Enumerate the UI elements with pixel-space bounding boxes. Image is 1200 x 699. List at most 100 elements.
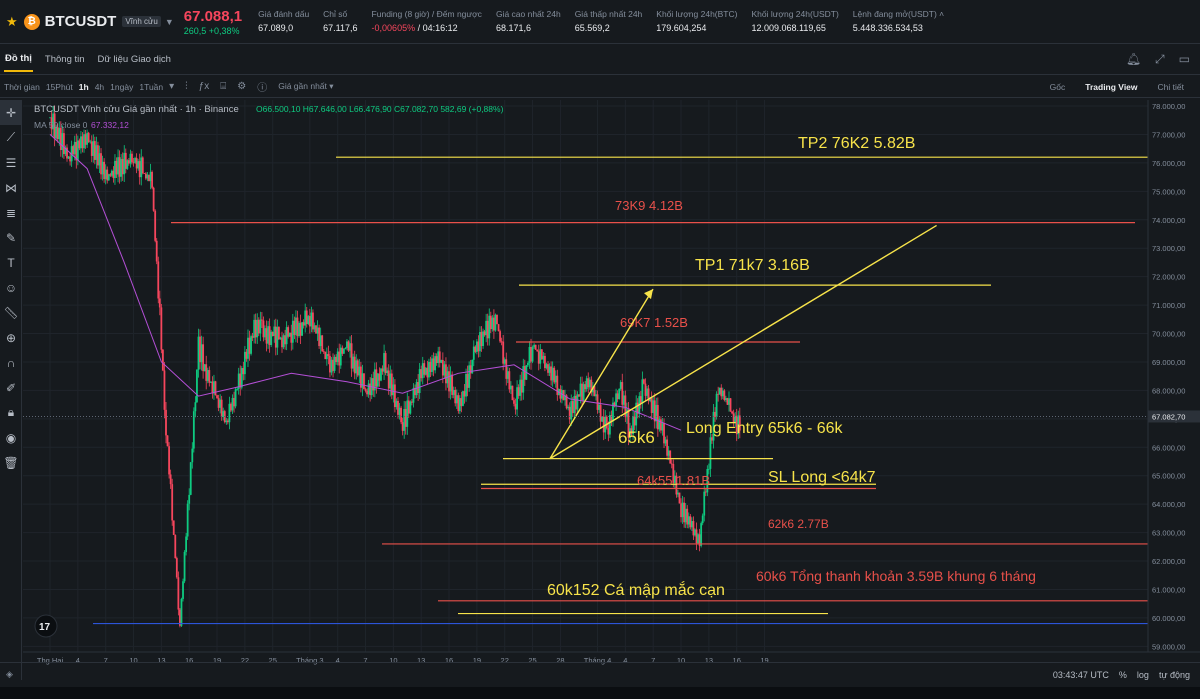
candle-body xyxy=(392,384,395,396)
level-label: 65k6 xyxy=(618,428,655,447)
crosshair-icon[interactable]: ✛ xyxy=(0,100,22,125)
percent-toggle[interactable]: % xyxy=(1118,669,1127,680)
fib-icon[interactable]: ≣ xyxy=(5,205,17,220)
candle-body xyxy=(53,113,56,139)
candle-body xyxy=(174,534,177,559)
candle-body xyxy=(321,335,324,352)
candle-body xyxy=(726,398,729,405)
trash-icon[interactable]: 🗑︎ xyxy=(3,455,19,470)
candle-body xyxy=(237,373,240,389)
candle-body xyxy=(327,354,330,356)
chart-type-icon[interactable]: ⫶ xyxy=(185,81,188,92)
candle-body xyxy=(117,157,119,175)
time-tick-label: 13 xyxy=(705,656,713,665)
candle-body xyxy=(394,384,396,408)
price-axis-panel[interactable] xyxy=(1148,100,1200,681)
candle-body xyxy=(475,341,478,352)
projection-arrow-line[interactable] xyxy=(549,224,937,460)
candle-body xyxy=(709,437,712,469)
interval-4h[interactable]: 4h xyxy=(94,81,105,92)
candle-body xyxy=(386,370,389,373)
candle-body xyxy=(166,435,169,447)
candle-body xyxy=(644,383,647,396)
interval-dropdown-icon[interactable]: ▾ xyxy=(169,81,175,92)
ruler-icon[interactable]: 📏︎ xyxy=(3,305,19,320)
trendline-icon[interactable]: ⟋ xyxy=(6,130,16,144)
candle-body xyxy=(429,361,432,372)
symbol-name[interactable]: BTCUSDT xyxy=(44,13,117,30)
emoji-icon[interactable]: ☺ xyxy=(4,280,18,295)
stat-funding[interactable]: Funding (8 giờ) / Đếm ngược -0,00605% / … xyxy=(372,8,482,35)
interval-1d[interactable]: 1ngày xyxy=(110,81,134,92)
settings-icon[interactable]: ⚙ xyxy=(237,81,247,92)
lock-icon[interactable]: 🔒︎ xyxy=(7,405,15,419)
candle-body xyxy=(471,359,474,374)
magnet-icon[interactable]: ∩ xyxy=(6,355,16,370)
candle-body xyxy=(383,353,385,372)
candle-body xyxy=(376,373,379,387)
view-depth[interactable]: Chi tiết xyxy=(1157,81,1184,92)
candle-body xyxy=(284,335,286,345)
auto-scale-toggle[interactable]: tự động xyxy=(1158,669,1190,680)
candle-body xyxy=(494,314,497,331)
candle-body xyxy=(488,315,491,339)
price-chart[interactable]: TP2 76K2 5.82B 73K9 4.12B TP1 71k7 3.16B 69… xyxy=(23,100,1200,681)
stat-open-interest[interactable]: Lệnh đang mở(USDT) ˄ 5.448.336.534,53 xyxy=(853,8,944,35)
tab-trading-data[interactable]: Dữ liệu Giao dịch xyxy=(97,54,171,65)
candle-body xyxy=(409,401,412,414)
candle-body xyxy=(67,156,70,159)
candle-body xyxy=(375,369,378,387)
candle-body xyxy=(424,367,427,375)
pattern-icon[interactable]: ⋈ xyxy=(5,180,17,195)
tradingview-logo[interactable]: 17 xyxy=(34,614,58,638)
candle-body xyxy=(510,385,512,390)
candle-body xyxy=(548,366,551,373)
candle-body xyxy=(132,161,135,163)
tab-chart[interactable]: Đồ thị xyxy=(4,47,33,72)
brush-icon[interactable]: ✎ xyxy=(5,230,17,245)
candle-body xyxy=(186,503,189,537)
time-tick-label: 13 xyxy=(417,656,425,665)
candle-body xyxy=(120,159,123,177)
candle-body xyxy=(168,446,170,475)
info-icon[interactable]: ⓘ xyxy=(257,83,268,94)
candle-body xyxy=(49,117,51,119)
log-toggle[interactable]: log xyxy=(1136,669,1149,680)
candle-body xyxy=(689,516,692,528)
horizontal-lines-icon[interactable]: ☰ xyxy=(5,155,17,170)
layers-icon[interactable]: ◈ xyxy=(6,669,13,679)
candle-body xyxy=(451,374,454,395)
zoom-in-icon[interactable]: ⊕ xyxy=(5,330,17,345)
time-tick-label: 22 xyxy=(241,656,249,665)
interval-1h[interactable]: 1h xyxy=(78,81,89,92)
interval-15m[interactable]: 15Phút xyxy=(45,81,73,92)
price-type-select[interactable]: Giá gần nhất ▾ xyxy=(278,81,334,91)
candle-body xyxy=(352,356,355,369)
favorite-star-icon[interactable]: ★ xyxy=(6,13,18,29)
candle-body xyxy=(158,298,161,308)
tab-info[interactable]: Thông tin xyxy=(44,54,85,65)
camera-icon[interactable]: ⌸ xyxy=(220,81,227,92)
candle-body xyxy=(672,464,675,483)
view-tradingview[interactable]: Trading View xyxy=(1085,81,1138,92)
window-icon[interactable]: ▭ xyxy=(1178,52,1190,66)
interval-1w[interactable]: 1Tuần xyxy=(139,81,164,92)
expand-icon[interactable]: ⤢ xyxy=(1155,52,1165,66)
candle-body xyxy=(704,491,707,493)
eye-icon[interactable]: ◉ xyxy=(5,430,17,445)
symbol-dropdown-chevron-icon[interactable]: ▼ xyxy=(164,16,174,27)
candle-body xyxy=(449,374,452,392)
lock-draw-icon[interactable]: ✐ xyxy=(5,380,17,395)
candle-body xyxy=(428,361,430,378)
time-tick-label: Tháng 4 xyxy=(584,656,612,665)
candle-body xyxy=(151,171,153,188)
candle-body xyxy=(338,351,341,366)
view-original[interactable]: Gốc xyxy=(1049,81,1066,92)
chart-title: BTCUSDT Vĩnh cửu Giá gần nhất · 1h · Bin… xyxy=(34,104,239,115)
text-icon[interactable]: T xyxy=(7,255,15,270)
candle-body xyxy=(118,157,121,177)
candle-body xyxy=(622,395,625,405)
indicators-icon[interactable]: ƒx xyxy=(198,81,210,92)
level-label: SL Long <64k7 xyxy=(768,469,876,486)
bell-icon[interactable]: 🔔︎ xyxy=(1125,52,1142,66)
